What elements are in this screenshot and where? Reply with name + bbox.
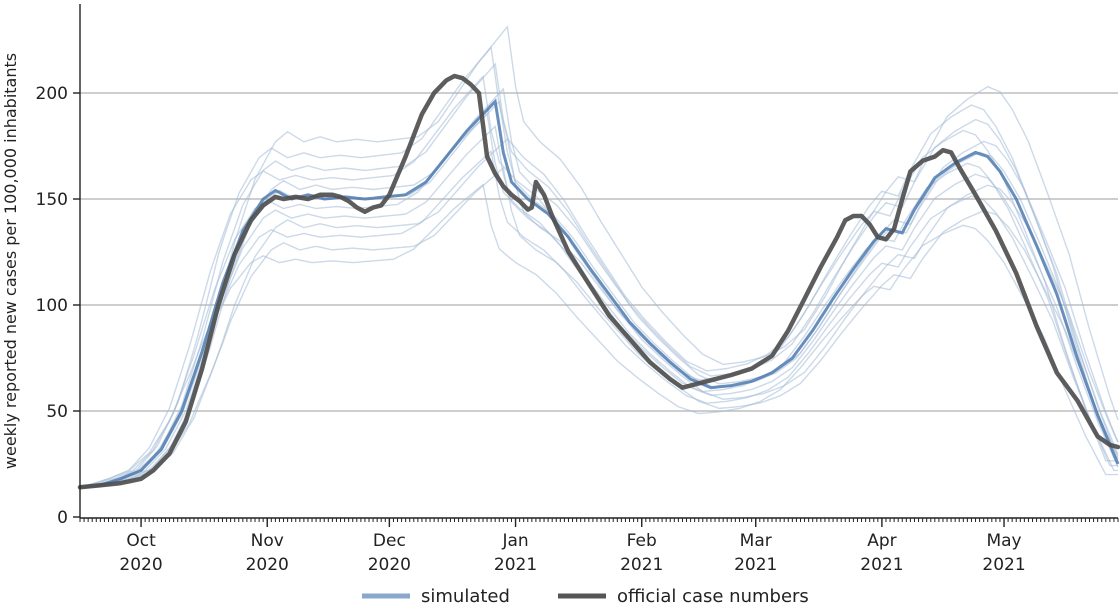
x-tick-label-year: 2020 [119, 555, 162, 575]
x-tick-label-month: Dec [373, 531, 406, 551]
data-series [77, 73, 1120, 490]
x-tick-label-month: Oct [126, 531, 156, 551]
x-tick-label-month: Nov [251, 531, 284, 551]
axes [79, 4, 1118, 519]
legend-label-official: official case numbers [617, 586, 809, 604]
simulated-line-5 [79, 124, 1119, 488]
x-tick-label-month: Jan [501, 531, 528, 551]
x-tick-label-year: 2021 [734, 555, 777, 575]
official-case-numbers-line [77, 73, 1120, 490]
x-tick-label-year: 2020 [246, 555, 289, 575]
y-tick-label-100: 100 [36, 296, 68, 316]
y-tick-label-0: 0 [57, 508, 68, 528]
legend: simulated official case numbers [362, 586, 809, 604]
y-tick-label-200: 200 [36, 84, 68, 104]
y-tick-label-150: 150 [36, 190, 68, 210]
x-tick-label-year: 2021 [982, 555, 1025, 575]
simulated-line-11 [79, 45, 1118, 488]
y-axis-title: weekly reported new cases per 100,000 in… [1, 53, 20, 469]
x-tick-label-month: Mar [740, 531, 772, 551]
simulated-line-1 [79, 183, 1118, 487]
legend-label-simulated: simulated [421, 586, 510, 604]
x-tick-label-year: 2020 [368, 555, 411, 575]
simulated-line-12 [80, 25, 1119, 488]
x-tick-label-month: Feb [627, 531, 657, 551]
x-axis-ticks: Oct 2020 Nov 2020 Dec 2020 Jan 2021 Feb 2021 Mar 20… [79, 518, 1119, 575]
y-axis-ticks: 0 50 100 150 200 [36, 84, 80, 528]
simulated-line-4 [80, 137, 1119, 488]
x-tick-label-year: 2021 [860, 555, 903, 575]
gridlines [80, 92, 1118, 412]
simulated-line-2 [80, 166, 1119, 488]
x-tick-label-month: Apr [867, 531, 896, 551]
simulated-line-8 [80, 87, 1119, 488]
simulated-line-3 [79, 149, 1118, 488]
x-tick-label-year: 2021 [620, 555, 663, 575]
simulated-line-9 [79, 74, 1118, 487]
x-tick-label-month: May [986, 531, 1021, 551]
x-tick-label-year: 2021 [494, 555, 537, 575]
y-tick-label-50: 50 [46, 402, 68, 422]
